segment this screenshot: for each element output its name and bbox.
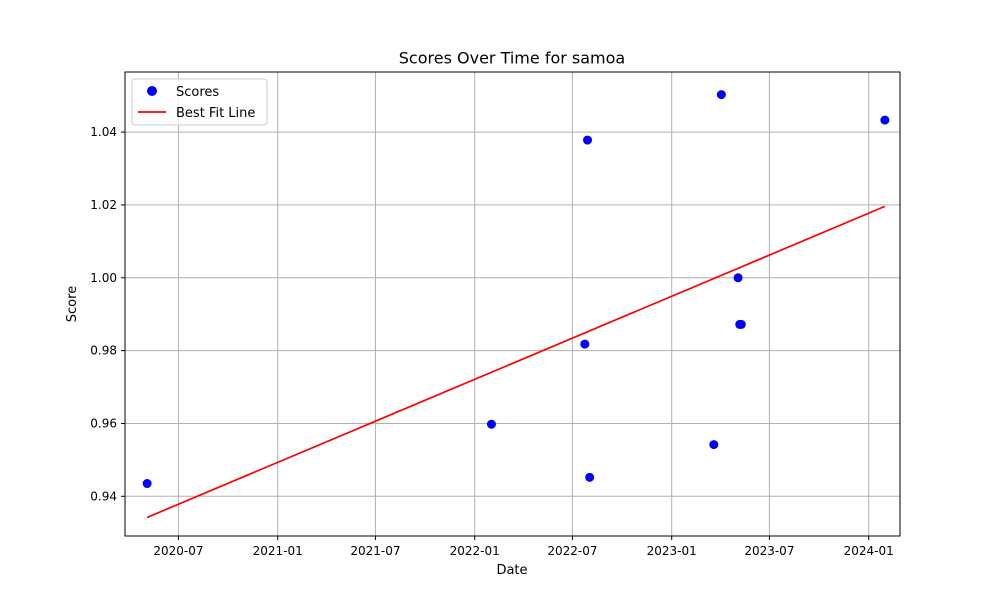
x-tick-label: 2024-01 [844, 544, 894, 558]
legend-scores-label: Scores [176, 85, 219, 100]
x-tick-label: 2020-07 [153, 544, 203, 558]
best-fit-line-layer [146, 205, 886, 519]
score-point [733, 273, 743, 283]
x-tick-label: 2021-07 [350, 544, 400, 558]
y-tick-label: 1.00 [90, 271, 117, 285]
legend-fit-line-label: Best Fit Line [176, 106, 255, 121]
y-tick-label: 0.94 [90, 489, 117, 503]
x-tick-label: 2023-07 [744, 544, 794, 558]
score-point [583, 135, 593, 145]
score-point [580, 339, 590, 349]
x-tick-label: 2022-01 [450, 544, 500, 558]
x-tick-label: 2021-01 [253, 544, 303, 558]
legend-scores-marker [147, 86, 157, 96]
x-tick-label: 2022-07 [547, 544, 597, 558]
scatter-points-layer [142, 90, 890, 489]
score-point [585, 472, 595, 482]
x-axis-label: Date [496, 563, 527, 578]
legend-box [131, 78, 268, 126]
score-point [736, 319, 746, 329]
score-point [880, 115, 890, 125]
y-tick-label: 1.02 [90, 198, 117, 212]
x-axis: 2020-07 2021-01 2021-07 2022-01 2022-07 2023-… [153, 536, 894, 558]
best-fit-line [146, 205, 886, 519]
y-tick-label: 0.96 [90, 416, 117, 430]
plot-frame [124, 71, 901, 537]
score-point [486, 419, 496, 429]
y-tick-label: 1.04 [90, 125, 117, 139]
y-tick-label: 0.98 [90, 344, 117, 358]
x-tick-label: 2023-01 [647, 544, 697, 558]
chart-title: Scores Over Time for samoa [399, 49, 625, 68]
score-point [142, 479, 152, 489]
score-point [709, 440, 719, 450]
score-point [716, 90, 726, 100]
y-axis-label: Score [65, 286, 80, 322]
y-axis: 0.94 0.96 0.98 1.00 1.02 1.04 [90, 125, 125, 503]
grid [125, 72, 900, 536]
legend: Scores Best Fit Line [131, 78, 268, 126]
